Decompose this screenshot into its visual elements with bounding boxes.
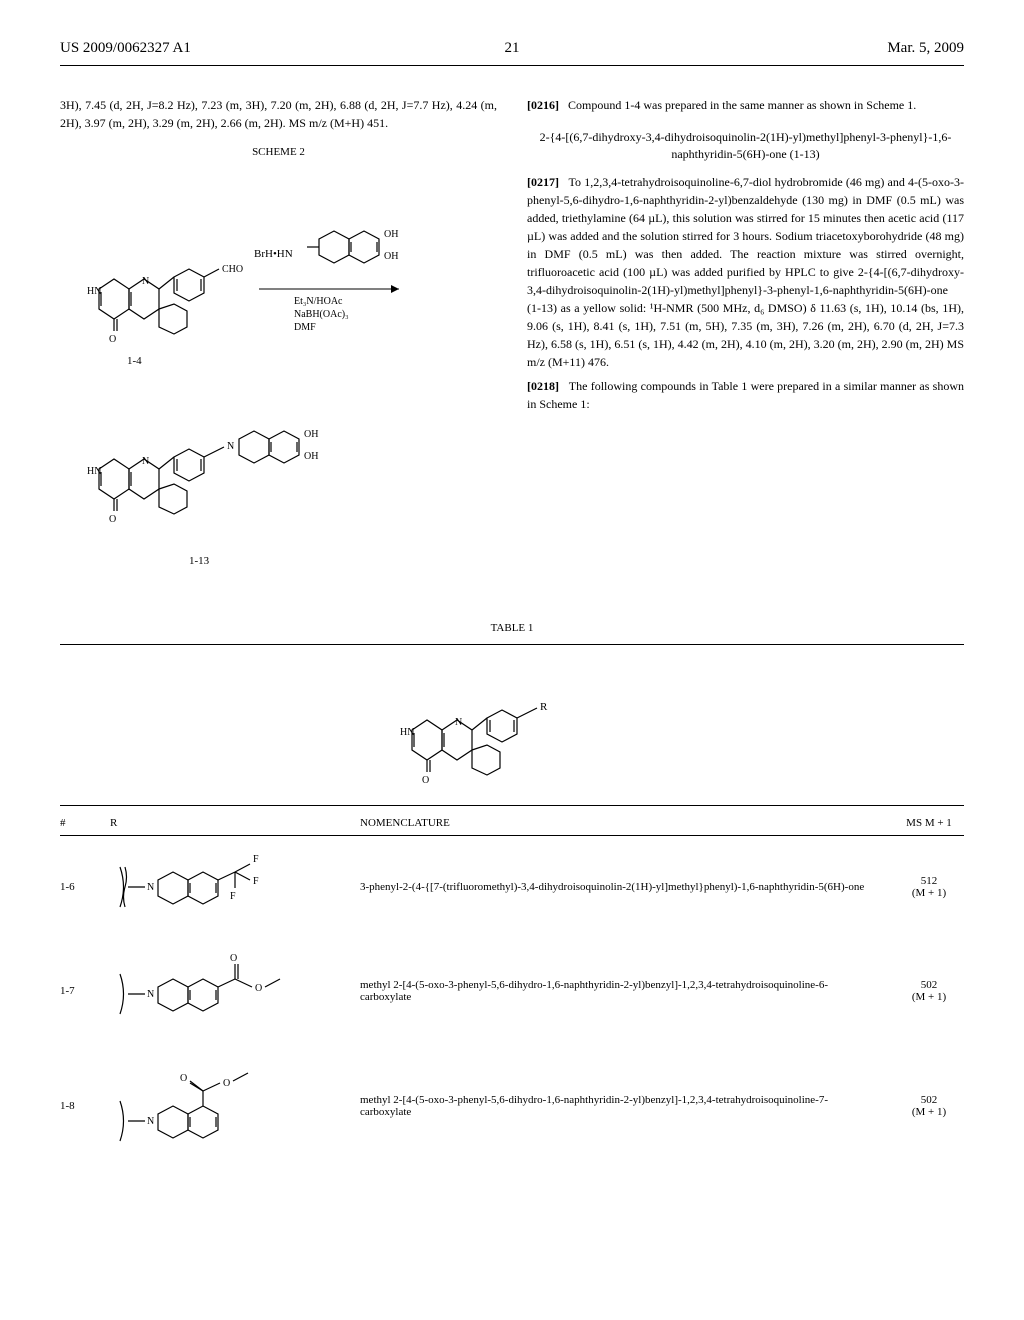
row-ms: 502 (M + 1) bbox=[894, 1094, 964, 1118]
compound-1-4-label: 1-4 bbox=[127, 355, 142, 367]
svg-text:N: N bbox=[147, 882, 154, 893]
para-0217: [0217] To 1,2,3,4-tetrahydroisoquinoline… bbox=[527, 173, 964, 371]
publication-number: US 2009/0062327 A1 bbox=[60, 40, 191, 57]
svg-text:HN: HN bbox=[400, 727, 414, 738]
svg-text:R: R bbox=[540, 701, 548, 713]
para-id-0216: [0216] bbox=[527, 98, 559, 112]
right-column: [0216] Compound 1-4 was prepared in the … bbox=[527, 96, 964, 597]
page-header: US 2009/0062327 A1 21 Mar. 5, 2009 bbox=[60, 40, 964, 57]
para-id-0218: [0218] bbox=[527, 379, 559, 393]
row-nomenclature: 3-phenyl-2-(4-{[7-(trifluoromethyl)-3,4-… bbox=[360, 881, 894, 893]
svg-text:O: O bbox=[230, 953, 237, 964]
para-0216: [0216] Compound 1-4 was prepared in the … bbox=[527, 96, 964, 114]
row-nomenclature: methyl 2-[4-(5-oxo-3-phenyl-5,6-dihydro-… bbox=[360, 1094, 894, 1118]
svg-text:N: N bbox=[142, 276, 149, 287]
row-ms: 512 (M + 1) bbox=[894, 875, 964, 899]
table-1: TABLE 1 HN N O R bbox=[60, 622, 964, 1167]
compound-1-13-title: 2-{4-[(6,7-dihydroxy-3,4-dihydroisoquino… bbox=[527, 129, 964, 163]
row-structure: N O O bbox=[110, 944, 360, 1039]
para-0217-text: To 1,2,3,4-tetrahydroisoquinoline-6,7-di… bbox=[527, 175, 964, 369]
table-title: TABLE 1 bbox=[60, 622, 964, 634]
table-top-rule bbox=[60, 644, 964, 645]
row-structure: N O O bbox=[110, 1051, 360, 1161]
left-column: 3H), 7.45 (d, 2H, J=8.2 Hz), 7.23 (m, 3H… bbox=[60, 96, 497, 597]
main-content: 3H), 7.45 (d, 2H, J=8.2 Hz), 7.23 (m, 3H… bbox=[60, 96, 964, 597]
table-row: 1-8 N O O bbox=[60, 1045, 964, 1167]
row-num: 1-7 bbox=[60, 985, 110, 997]
row-nomenclature: methyl 2-[4-(5-oxo-3-phenyl-5,6-dihydro-… bbox=[360, 979, 894, 1003]
scheme-title: SCHEME 2 bbox=[60, 144, 497, 161]
table-header-structure: HN N O R bbox=[60, 650, 964, 790]
svg-text:HN: HN bbox=[87, 466, 101, 477]
header-rule bbox=[60, 65, 964, 66]
reagent-brh: BrH•HN bbox=[254, 248, 293, 260]
para-id-0217: [0217] bbox=[527, 175, 559, 189]
svg-text:O: O bbox=[255, 983, 262, 994]
svg-text:O: O bbox=[422, 775, 429, 786]
svg-text:O: O bbox=[109, 514, 116, 525]
svg-text:N: N bbox=[142, 456, 149, 467]
svg-text:O: O bbox=[223, 1078, 230, 1089]
svg-text:CHO: CHO bbox=[222, 264, 243, 275]
table-header-row: # R NOMENCLATURE MS M + 1 bbox=[60, 811, 964, 836]
th-r: R bbox=[110, 817, 360, 829]
svg-text:N: N bbox=[147, 989, 154, 1000]
svg-text:HN: HN bbox=[87, 286, 101, 297]
svg-text:OH: OH bbox=[304, 451, 318, 462]
para-0218: [0218] The following compounds in Table … bbox=[527, 377, 964, 413]
reagent-line1: Et₃N/HOAc bbox=[294, 296, 343, 307]
svg-text:F: F bbox=[230, 891, 236, 902]
svg-text:OH: OH bbox=[304, 429, 318, 440]
para-0218-text: The following compounds in Table 1 were … bbox=[527, 379, 964, 411]
table-mid-rule bbox=[60, 805, 964, 806]
svg-text:OH: OH bbox=[384, 251, 398, 262]
svg-text:N: N bbox=[147, 1116, 154, 1127]
th-nomenclature: NOMENCLATURE bbox=[360, 817, 894, 829]
svg-text:O: O bbox=[180, 1073, 187, 1084]
table-row: 1-6 N F F F bbox=[60, 836, 964, 938]
row-num: 1-8 bbox=[60, 1100, 110, 1112]
svg-text:F: F bbox=[253, 854, 259, 865]
scheme-diagram: HN N O CHO 1-4 bbox=[60, 169, 497, 589]
table-row: 1-7 N O O bbox=[60, 938, 964, 1045]
reagent-line3: DMF bbox=[294, 322, 316, 333]
th-ms: MS M + 1 bbox=[894, 817, 964, 829]
para-0216-text: Compound 1-4 was prepared in the same ma… bbox=[568, 98, 916, 112]
row-structure: N F F F bbox=[110, 842, 360, 932]
svg-text:N: N bbox=[455, 717, 462, 728]
svg-text:OH: OH bbox=[384, 229, 398, 240]
nmr-data-text: 3H), 7.45 (d, 2H, J=8.2 Hz), 7.23 (m, 3H… bbox=[60, 96, 497, 132]
reagent-line2: NaBH(OAc)₃ bbox=[294, 309, 349, 320]
publication-date: Mar. 5, 2009 bbox=[887, 40, 964, 57]
row-num: 1-6 bbox=[60, 881, 110, 893]
svg-text:N: N bbox=[227, 441, 234, 452]
svg-text:O: O bbox=[109, 334, 116, 345]
svg-text:F: F bbox=[253, 876, 259, 887]
compound-1-13-label: 1-13 bbox=[189, 555, 210, 567]
th-number: # bbox=[60, 817, 110, 829]
row-ms: 502 (M + 1) bbox=[894, 979, 964, 1003]
page-number: 21 bbox=[505, 40, 520, 57]
